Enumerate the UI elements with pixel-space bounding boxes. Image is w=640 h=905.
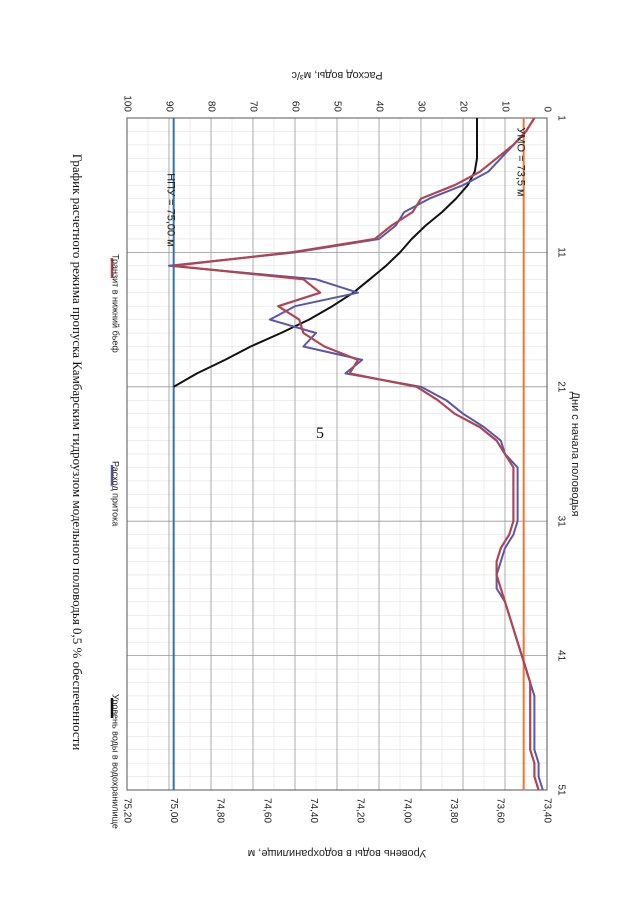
y-left-tick-label: 74,80 [215,798,226,823]
npu-label: НПУ = 75,00 м [165,173,177,247]
y-right-tick-labels: 0 10 20 30 40 50 60 70 80 90 100 [121,95,552,112]
y-right-tick-label: 50 [331,101,342,113]
y-left-tick-label: 73,80 [448,798,459,823]
y-right-axis-title: Расход воды, м³/с [291,69,383,81]
reference-lines [172,118,525,790]
y-left-tick-label: 74,00 [401,798,412,823]
x-tick-label: 11 [555,247,566,258]
y-right-tick-label: 80 [205,101,216,113]
y-left-tick-label: 73,40 [541,798,552,823]
y-left-tick-label: 75,00 [168,798,179,823]
y-right-tick-label: 20 [457,101,468,113]
x-tick-label: 51 [555,784,566,796]
chart-title: График расчетного режима пропуска Камбар… [70,154,85,751]
umo-label: УМО = 73,5 м [515,127,527,196]
y-right-tick-label: 10 [499,101,510,113]
series-level-line [173,118,478,388]
y-right-tick-label: 100 [121,95,132,112]
y-right-tick-label: 60 [289,101,300,113]
y-right-tick-label: 70 [247,101,258,113]
y-left-tick-labels: 73,40 73,60 73,80 74,00 74,20 74,40 74,60 74,80… [121,798,552,823]
y-right-tick-label: 0 [541,106,552,112]
y-left-tick-label: 74,60 [261,798,272,823]
y-right-tick-label: 90 [163,101,174,113]
series-outflow-line [172,117,540,791]
y-left-tick-label: 74,20 [355,798,366,823]
y-right-tick-label: 40 [373,101,384,113]
x-tick-label: 21 [555,381,566,393]
legend: Уровень воды в водохранилище Расход прито… [111,254,121,829]
x-tick-label: 1 [555,115,566,121]
plot-frame [126,117,548,791]
series-layer [168,117,544,791]
y-right-tick-label: 30 [415,101,426,113]
y-left-tick-label: 75,20 [121,798,132,823]
x-tick-label: 31 [555,516,566,528]
legend-label: Уровень воды в водохранилище [111,694,121,829]
y-left-tick-label: 74,40 [308,798,319,823]
legend-label: Транзит в нижний бьеф [111,254,121,353]
annotations: НПУ = 75,00 м УМО = 73,5 м [165,127,527,246]
axis-titles: Дни с начала половодья Уровень воды в вод… [70,69,581,859]
x-axis-title: Дни с начала половодья [569,392,581,517]
x-tick-label: 41 [555,650,566,662]
page-number: 5 [316,425,324,442]
y-left-tick-label: 73,60 [495,798,506,823]
y-left-axis-title: Уровень воды в водохранилище, м [248,847,427,859]
legend-label: Расход притока [111,461,121,526]
